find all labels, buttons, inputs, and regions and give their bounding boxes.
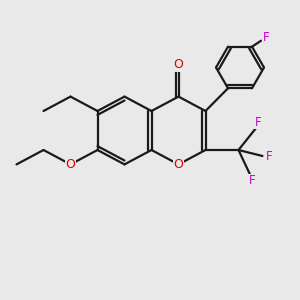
- Text: O: O: [174, 158, 183, 171]
- Text: O: O: [66, 158, 75, 171]
- Text: F: F: [249, 174, 255, 188]
- Text: F: F: [263, 31, 270, 44]
- Text: O: O: [174, 58, 183, 71]
- Text: F: F: [266, 149, 272, 163]
- Text: F: F: [255, 116, 261, 129]
